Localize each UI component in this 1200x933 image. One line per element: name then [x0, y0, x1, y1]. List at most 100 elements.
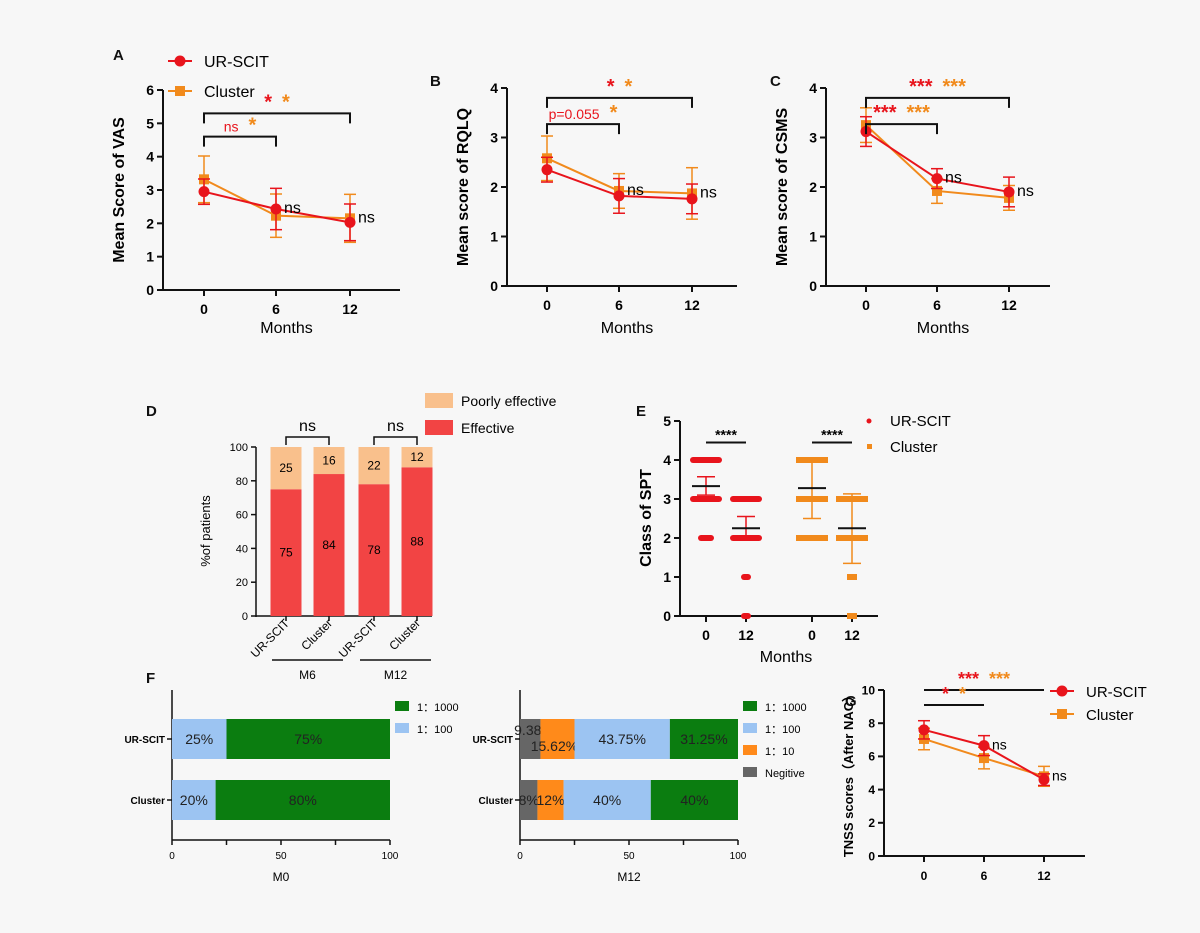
x-tick-label: 50	[623, 851, 635, 862]
bar-value-label: 80%	[289, 792, 317, 808]
bar-segment-effective	[313, 474, 345, 616]
legend-swatch	[743, 745, 757, 755]
x-tick-label: 12	[844, 627, 860, 643]
data-point-circle	[1003, 186, 1015, 198]
x-tick-label: 0	[921, 869, 928, 883]
x-axis-label: M12	[617, 870, 641, 884]
x-tick-label: 6	[981, 869, 988, 883]
significance-text: p=0.055	[549, 106, 600, 122]
ns-label: ns	[992, 737, 1007, 753]
legend-circle-icon	[174, 55, 186, 67]
x-tick-label: 6	[615, 297, 623, 313]
bar-value-label: 40%	[680, 792, 708, 808]
significance-label: ns	[387, 418, 404, 435]
bar-value-label: 12%	[537, 792, 565, 808]
x-tick-label: 0	[702, 627, 710, 643]
y-tick-label: 4	[663, 452, 671, 468]
y-axis-label: Mean score of RQLQ	[455, 108, 472, 266]
y-tick-label: Cluster	[131, 796, 166, 807]
significance-text: *	[264, 91, 272, 113]
significance-text: ***	[989, 669, 1010, 689]
x-tick-label: 0	[543, 297, 551, 313]
legend-swatch	[743, 767, 757, 777]
bar-value-label: 12	[410, 450, 424, 464]
legend-dot-icon	[866, 418, 872, 424]
panel-label-g: G	[845, 693, 857, 710]
x-tick-label: 0	[862, 297, 870, 313]
significance-text: ns	[224, 119, 239, 135]
significance-bracket	[865, 96, 1010, 108]
group-label: M12	[384, 668, 408, 682]
bar-segment-poorly-effective	[358, 447, 390, 485]
data-point-band	[847, 613, 857, 619]
legend: UR-SCIT Cluster	[168, 54, 269, 101]
series-ur-scit	[198, 178, 356, 242]
x-tick-label: 12	[738, 627, 754, 643]
panel-label-f: F	[146, 670, 155, 687]
bar-value-label: 88	[410, 535, 424, 549]
bar-value-label: 43.75%	[598, 731, 645, 747]
bar-segment	[563, 780, 651, 820]
significance-text: ***	[958, 669, 979, 689]
bar-value-label: 78	[367, 543, 381, 557]
significance-text: ***	[943, 76, 967, 98]
bar-segment-effective	[358, 484, 390, 616]
legend-label: UR-SCIT	[1086, 684, 1147, 701]
bar-segment	[574, 719, 670, 759]
legend-swatch	[425, 420, 453, 435]
significance-bracket	[546, 96, 693, 108]
y-tick-label: 3	[809, 130, 817, 146]
significance-comparison: * *	[546, 76, 693, 108]
significance-label: * *	[942, 684, 966, 704]
y-tick-label: 0	[868, 849, 875, 863]
panel-label-c: C	[770, 73, 781, 90]
x-axis-label: Months	[760, 649, 812, 666]
bar-value-label: 20%	[180, 792, 208, 808]
y-tick-label: 5	[663, 413, 671, 429]
significance-bracket	[546, 123, 620, 135]
y-tick-label: 20	[236, 577, 248, 589]
legend-label: Cluster	[890, 439, 938, 456]
bar-value-label: 8%	[519, 792, 539, 808]
data-point-band	[698, 535, 714, 541]
significance-label: *** ***	[873, 102, 930, 124]
y-axis-label: TNSS scores（After NAC）	[841, 689, 856, 857]
legend-label: 1：100	[765, 724, 800, 736]
significance-label: ****	[821, 426, 843, 442]
y-axis-label: Mean Score of VAS	[111, 117, 128, 263]
data-point-circle	[918, 724, 930, 736]
y-tick-label: 0	[663, 608, 671, 624]
significance-label: ns	[299, 418, 316, 435]
x-tick-label: 100	[730, 851, 747, 862]
x-tick-label: 12	[684, 297, 700, 313]
group-label: M6	[299, 668, 316, 682]
significance-label: *** ***	[909, 76, 966, 98]
legend-swatch	[395, 723, 409, 733]
y-tick-label: 0	[490, 278, 498, 294]
significance-comparison: ns *	[203, 115, 277, 147]
bar-segment	[215, 780, 390, 820]
significance-comparison: * *	[924, 684, 984, 706]
significance-label: * *	[607, 76, 633, 98]
bar-segment-poorly-effective	[270, 447, 302, 490]
significance-text: *	[942, 684, 949, 704]
y-axis-label: Class of SPT	[638, 469, 655, 567]
significance-bracket	[285, 436, 330, 445]
data-point-circle	[344, 216, 356, 228]
y-tick-label: 2	[146, 215, 154, 231]
ns-label: ns	[358, 209, 375, 226]
legend-label: UR-SCIT	[890, 413, 951, 430]
x-axis-label: Months	[601, 320, 653, 337]
legend-label: 1：100	[417, 724, 452, 736]
legend-label: 1：10	[765, 746, 794, 758]
y-tick-label: 2	[809, 179, 817, 195]
data-point-band	[730, 496, 762, 502]
legend-label: Cluster	[1086, 707, 1134, 724]
legend-label: UR-SCIT	[204, 54, 269, 71]
ns-label: ns	[627, 182, 644, 199]
y-tick-label: 0	[146, 282, 154, 298]
